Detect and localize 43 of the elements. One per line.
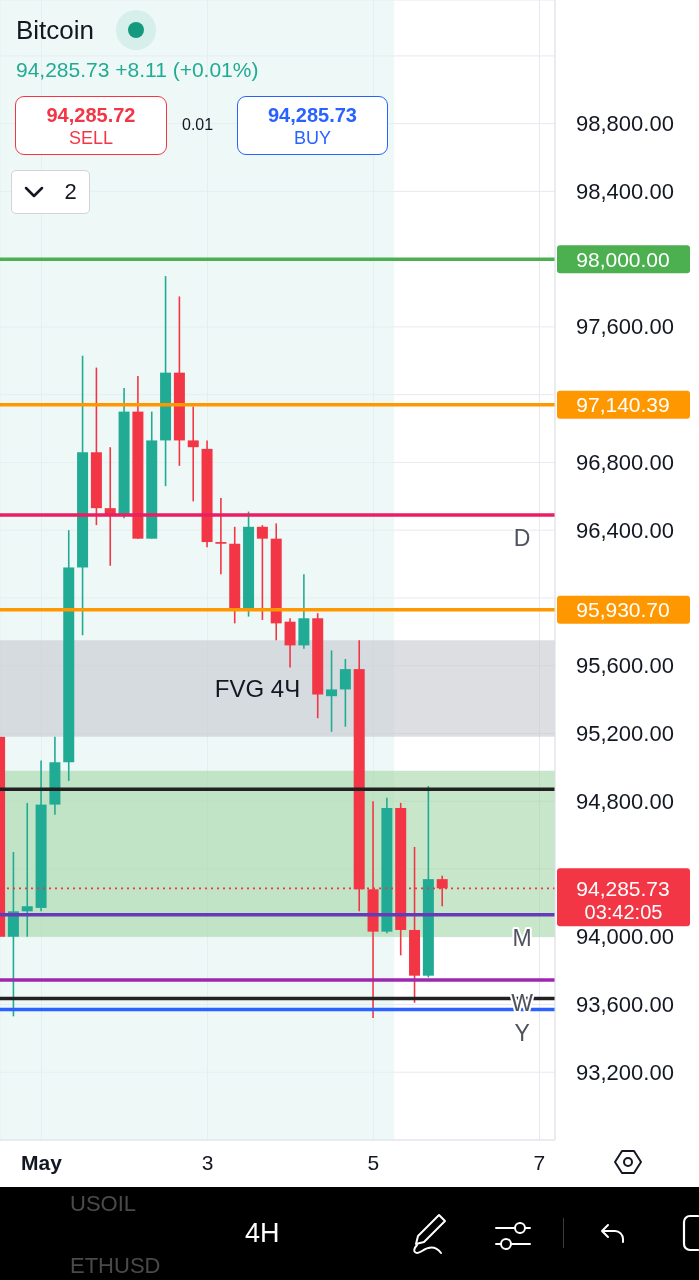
x-tick-label: 3	[201, 1150, 214, 1174]
annotation: Y	[514, 1019, 530, 1046]
x-tick-label: 5	[367, 1150, 380, 1174]
ref-line-label: 95,930.70	[576, 598, 670, 622]
annotation: 2	[64, 179, 77, 205]
candlestick	[284, 617, 296, 669]
candlestick	[21, 802, 33, 938]
y-tick-label: 97,600.00	[576, 314, 674, 340]
candlestick	[187, 405, 199, 503]
candlestick	[326, 649, 338, 733]
annotation: 94,285.73	[268, 102, 357, 127]
annotation: 94,285.73 +8.11 (+0.01%)	[16, 58, 259, 82]
y-tick-label: 98,800.00	[576, 111, 674, 137]
dropdown-button: 2	[11, 170, 90, 214]
text: Bitcoin	[16, 14, 95, 46]
annotation: SELL	[68, 126, 114, 149]
buy-button: 94,285.73 BUY	[237, 96, 388, 155]
candlestick	[339, 658, 351, 728]
annotation: M	[512, 924, 532, 951]
candlestick	[256, 524, 268, 621]
y-tick-label: 95,600.00	[576, 653, 674, 679]
ref-line-label: 94,285.73	[576, 876, 670, 900]
toolbar: USOIL 4H ETHUSD	[0, 1187, 699, 1280]
sell-button: 94,285.72 SELL	[15, 96, 167, 155]
text: 03:42:05	[583, 900, 664, 924]
band-label: FVG 4Ч	[214, 675, 301, 703]
x-tick-label: 7	[533, 1150, 546, 1174]
y-tick-label: 96,400.00	[576, 517, 674, 543]
y-tick-label: 93,200.00	[576, 1059, 674, 1085]
y-tick-label: 96,800.00	[576, 449, 674, 475]
y-tick-label: 95,200.00	[576, 720, 674, 746]
y-tick-label: 94,800.00	[576, 788, 674, 814]
ref-line-label: 98,000.00	[576, 247, 670, 271]
candlestick	[215, 497, 227, 576]
annotation: 0.01	[182, 116, 214, 134]
y-tick-label: 93,600.00	[576, 991, 674, 1017]
y-tick-label: 94,000.00	[576, 924, 674, 950]
ref-line-label: 97,140.39	[576, 393, 670, 417]
annotation: 94,285.72	[46, 102, 136, 127]
x-tick-label: May	[21, 1150, 63, 1174]
annotation: D	[513, 524, 531, 551]
annotation: BUY	[293, 126, 331, 149]
y-tick-label: 98,400.00	[576, 178, 674, 204]
